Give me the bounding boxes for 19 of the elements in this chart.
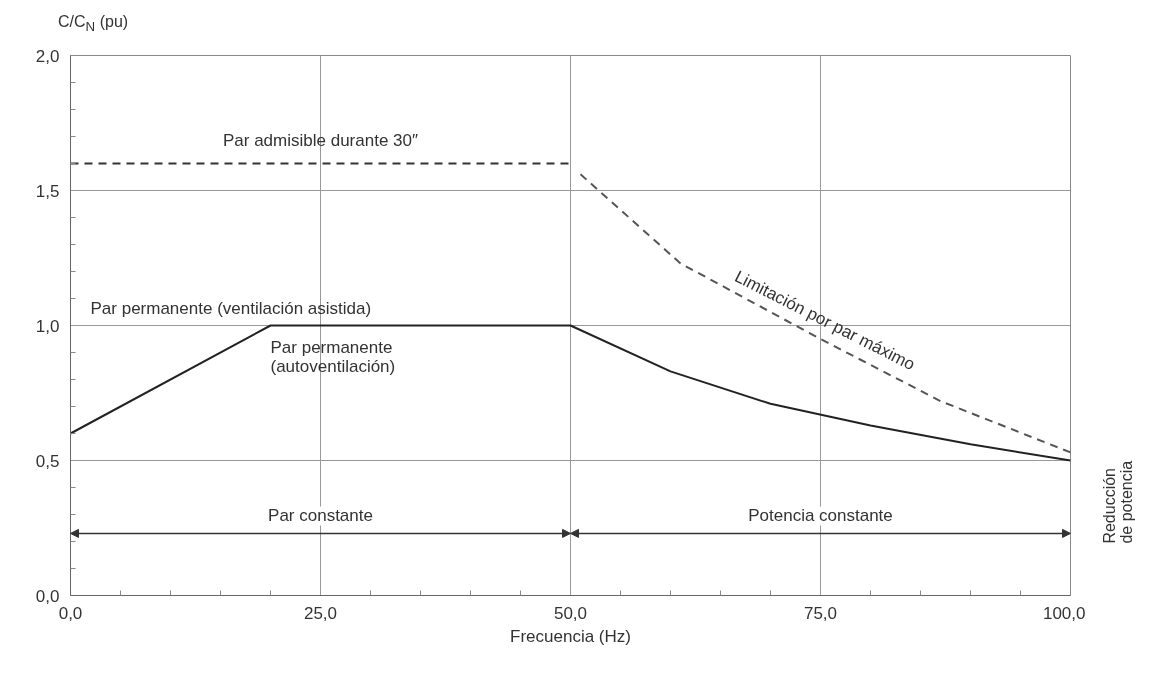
y-tick-label: 0,0 bbox=[35, 586, 60, 606]
y-tick-label: 1,0 bbox=[35, 316, 60, 336]
y-tick-label: 1,5 bbox=[35, 181, 60, 201]
x-tick-label: 0,0 bbox=[58, 603, 83, 623]
annotation: Par admisible durante 30″ bbox=[222, 130, 419, 150]
x-tick-label: 75,0 bbox=[803, 603, 838, 623]
annotation: Par permanente (autoventilación) bbox=[270, 337, 396, 376]
x-tick-label: 50,0 bbox=[553, 603, 588, 623]
annotation: Par permanente (ventilación asistida) bbox=[90, 298, 372, 318]
line-series bbox=[579, 173, 1071, 454]
x-tick-label: 100,0 bbox=[1042, 603, 1086, 623]
annotation: Par constante bbox=[268, 506, 373, 526]
y-tick-label: 2,0 bbox=[35, 46, 60, 66]
x-tick-label: 25,0 bbox=[303, 603, 338, 623]
annotation: Potencia constante bbox=[748, 506, 893, 526]
y-axis-title: C/C$_{N}$ (pu) bbox=[58, 12, 129, 37]
y-tick-label: 0,5 bbox=[35, 451, 60, 471]
x-axis-title: Frecuencia (Hz) bbox=[510, 626, 631, 646]
text: Reducción de potencia bbox=[1101, 461, 1136, 544]
